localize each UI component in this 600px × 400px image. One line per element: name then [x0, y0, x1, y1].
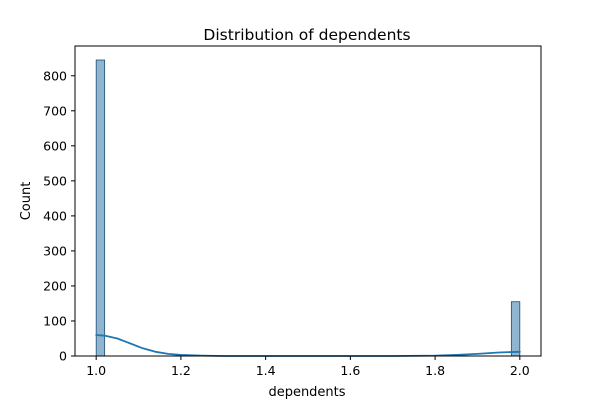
x-tick-label-2: 1.4 — [256, 363, 276, 378]
x-tick-label-5: 2.0 — [510, 363, 530, 378]
x-tick-label-0: 1.0 — [86, 363, 106, 378]
x-axis-ticks: 1.0 1.2 1.4 1.6 1.8 2.0 — [86, 356, 530, 378]
y-tick-label-5: 500 — [43, 173, 67, 188]
y-tick-label-2: 200 — [43, 278, 67, 293]
bars-layer — [95, 59, 521, 357]
x-axis-label: dependents — [268, 385, 345, 400]
y-tick-label-8: 800 — [43, 68, 67, 83]
y-tick-label-4: 400 — [43, 208, 67, 223]
plot-frame — [74, 45, 542, 357]
kde-curve — [95, 334, 521, 357]
y-tick-label-6: 600 — [43, 138, 67, 153]
x-tick-label-1: 1.2 — [171, 363, 191, 378]
y-tick-label-0: 0 — [59, 349, 67, 364]
histogram-bar-0 — [95, 59, 106, 357]
y-tick-label-7: 700 — [43, 103, 67, 118]
chart-title: Distribution of dependents — [203, 26, 410, 44]
kde-layer — [95, 334, 521, 357]
x-tick-label-4: 1.8 — [425, 363, 445, 378]
x-tick-label-3: 1.6 — [340, 363, 360, 378]
histogram-bar-1 — [510, 301, 521, 357]
y-tick-label-3: 300 — [43, 243, 67, 258]
y-tick-label-1: 100 — [43, 313, 67, 328]
y-axis-ticks: 0 100 200 300 400 500 600 700 800 — [43, 68, 75, 364]
y-axis-label: Count — [19, 182, 34, 221]
